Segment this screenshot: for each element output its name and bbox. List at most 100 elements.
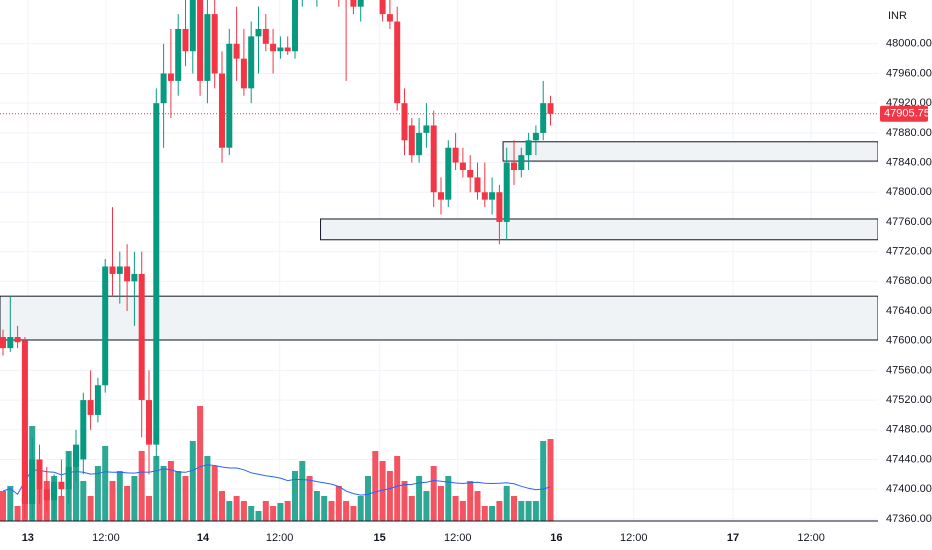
candle-body bbox=[21, 340, 28, 505]
candle-body bbox=[58, 481, 65, 490]
candle-body bbox=[416, 132, 423, 156]
candle-body bbox=[233, 43, 240, 59]
candle-body bbox=[138, 273, 145, 401]
y-tick-label: 47400.00 bbox=[886, 483, 932, 495]
x-tick-label: 12:00 bbox=[797, 532, 825, 544]
candle-body bbox=[240, 58, 247, 89]
candle-body bbox=[211, 14, 218, 74]
volume-bar bbox=[459, 501, 466, 521]
volume-bar bbox=[313, 491, 320, 521]
candle-body bbox=[503, 162, 510, 222]
volume-bar bbox=[58, 496, 65, 521]
volume-bar bbox=[124, 486, 131, 521]
axes: 47360.00 47400.00 47440.00 47480.00 47520.00… bbox=[0, 38, 932, 544]
candle-body bbox=[284, 47, 291, 52]
candle-body bbox=[386, 14, 393, 22]
x-tick-label: 12:00 bbox=[92, 532, 120, 544]
candle-body bbox=[131, 273, 138, 282]
volume-bar bbox=[255, 511, 262, 521]
volume-bar bbox=[211, 466, 218, 521]
candle-body bbox=[167, 73, 174, 81]
candle-body bbox=[511, 162, 517, 170]
candle-body bbox=[401, 103, 408, 141]
candle-body bbox=[36, 459, 43, 490]
volume-bar bbox=[467, 481, 474, 521]
volume-bar bbox=[277, 503, 284, 521]
volume-bar bbox=[540, 441, 547, 521]
x-tick-label: 15 bbox=[374, 532, 386, 544]
zone bbox=[0, 295, 878, 341]
volume-bar bbox=[321, 496, 328, 521]
volume-bar bbox=[292, 471, 298, 521]
volume-bar bbox=[306, 476, 313, 521]
volume-bar bbox=[102, 446, 109, 521]
volume-bar bbox=[94, 466, 101, 521]
x-tick-label: 14 bbox=[197, 532, 210, 544]
zone bbox=[502, 141, 878, 162]
candle-body bbox=[124, 266, 131, 282]
candle-body bbox=[452, 147, 459, 163]
volume-bar bbox=[401, 481, 408, 521]
volume-bar bbox=[496, 501, 503, 521]
x-tick-label: 13 bbox=[22, 532, 34, 544]
candle-body bbox=[0, 337, 6, 349]
volume-bar bbox=[240, 501, 247, 521]
volume-bar bbox=[233, 496, 240, 521]
volume-bar bbox=[146, 496, 152, 521]
candle-body bbox=[65, 466, 72, 490]
candle-body bbox=[518, 155, 525, 170]
candle-body bbox=[102, 266, 109, 386]
volume-bar bbox=[379, 461, 386, 521]
y-tick-label: 47560.00 bbox=[886, 364, 932, 376]
candle-body bbox=[109, 266, 116, 274]
volume-bar bbox=[452, 496, 459, 521]
candle-body bbox=[160, 73, 167, 104]
y-tick-label: 47960.00 bbox=[886, 67, 932, 79]
volume-bar bbox=[394, 456, 401, 521]
candle-body bbox=[219, 73, 225, 148]
candle-body bbox=[14, 337, 21, 343]
candle-body bbox=[357, 0, 364, 7]
volume-bar bbox=[262, 501, 269, 521]
candle-body bbox=[7, 337, 14, 349]
y-tick-label: 47880.00 bbox=[886, 127, 932, 139]
candle-body bbox=[43, 489, 50, 501]
y-tick-label: 47760.00 bbox=[886, 216, 932, 228]
volume-bar bbox=[197, 406, 204, 521]
volume-bar bbox=[131, 476, 138, 521]
volume-bar bbox=[547, 439, 554, 521]
volume-bar bbox=[438, 486, 444, 521]
volume-bar bbox=[335, 486, 342, 521]
volume-bar bbox=[416, 476, 423, 521]
candle-body bbox=[496, 192, 503, 222]
candle-body bbox=[532, 132, 539, 141]
volume-bar bbox=[423, 491, 430, 521]
candle-body bbox=[445, 147, 452, 200]
candle-body bbox=[73, 444, 79, 467]
y-tick-label: 47360.00 bbox=[886, 513, 932, 525]
candle-body bbox=[146, 400, 152, 445]
volume-bar bbox=[153, 456, 160, 521]
volume-bar bbox=[481, 506, 488, 521]
volume-ma bbox=[2, 464, 551, 496]
volume-bar bbox=[284, 501, 291, 521]
volume-bar bbox=[73, 461, 79, 521]
candle-body bbox=[525, 140, 532, 156]
candle-body bbox=[51, 481, 58, 501]
y-tick-label: 47520.00 bbox=[886, 394, 932, 406]
volume-bar bbox=[248, 506, 255, 521]
candle-body bbox=[547, 103, 554, 114]
candle-body bbox=[481, 192, 488, 200]
candle-body bbox=[175, 28, 182, 81]
volume-bar bbox=[138, 451, 145, 521]
candle-body bbox=[394, 21, 401, 104]
y-tick-label: 47600.00 bbox=[886, 335, 932, 347]
y-tick-label: 47480.00 bbox=[886, 424, 932, 436]
y-tick-label: 47640.00 bbox=[886, 305, 932, 317]
volume-bar bbox=[109, 481, 116, 521]
y-tick-label: 47800.00 bbox=[886, 186, 932, 198]
candle-body bbox=[226, 43, 233, 148]
candle-body bbox=[255, 28, 262, 37]
volume-bar bbox=[182, 476, 189, 521]
candle-body bbox=[153, 103, 160, 445]
